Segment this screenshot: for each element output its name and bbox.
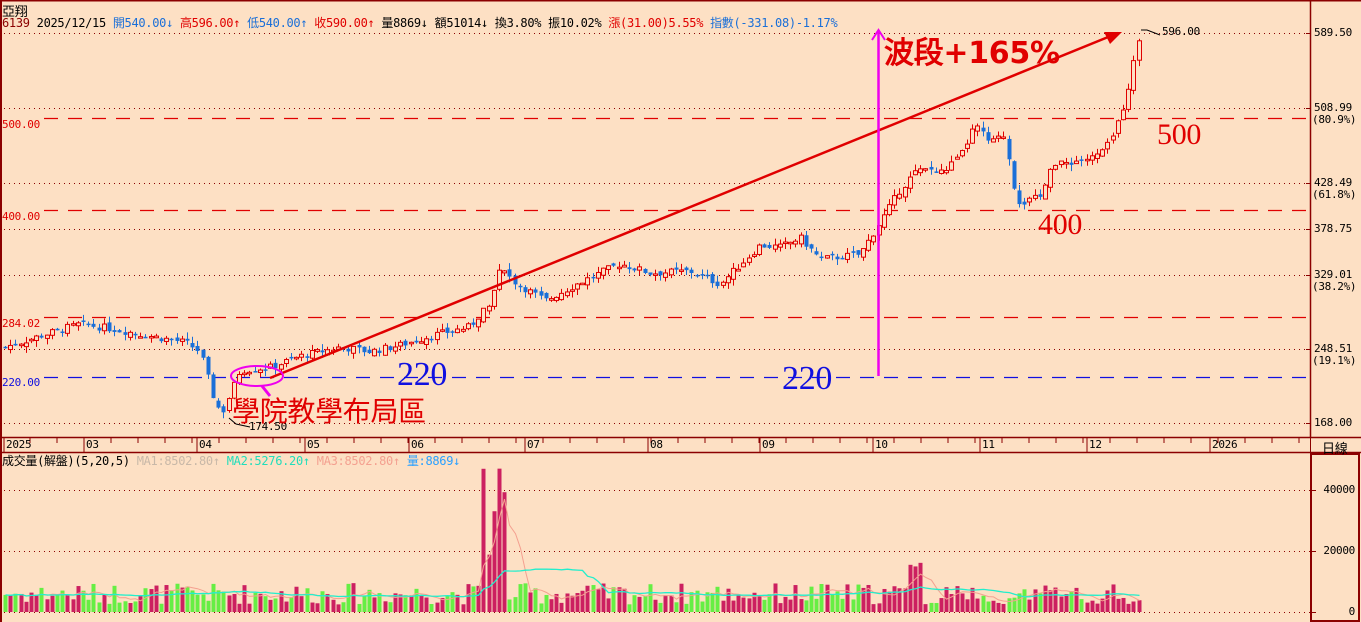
time-tick-label: 07	[527, 438, 540, 451]
volume-value: 量8869↓	[381, 16, 428, 30]
grid-lines	[4, 33, 1311, 424]
turnover-value: 換3.80%	[494, 16, 542, 30]
accumulation-label: 學院教學布局區	[232, 395, 426, 428]
volume-ma3: MA3:8502.80↑	[316, 454, 400, 468]
price-tick-label: 168.00	[1314, 416, 1352, 429]
volume-ma-lines	[5, 498, 1140, 603]
volume-axis-frame	[1310, 453, 1360, 622]
volume-tick-label: 0	[1348, 605, 1356, 618]
high-marker-label: 596.00	[1162, 25, 1200, 38]
volume-title: 成交量(解盤)(5,20,5)	[2, 454, 130, 468]
price-tick-label: 508.99	[1314, 101, 1352, 114]
price-tick-label: 428.49	[1314, 176, 1352, 189]
time-tick-label: 09	[762, 438, 775, 451]
index-value: 指數(-331.08)-1.17%	[710, 16, 838, 30]
price-tick-pct: (19.1%)	[1312, 354, 1357, 367]
close-price: 收590.00↑	[314, 16, 375, 30]
time-tick-label: 04	[199, 438, 212, 451]
low-price: 低540.00↑	[247, 16, 308, 30]
price-tick-label: 248.51	[1314, 342, 1352, 355]
level-500-label: 500	[1157, 118, 1202, 151]
change-value: 漲(31.00)5.55%	[608, 16, 704, 30]
price-tick-pct: (38.2%)	[1312, 280, 1357, 293]
time-tick-label: 2025	[6, 438, 32, 451]
price-tick-label: 329.01	[1314, 268, 1352, 281]
trend-arrow-head-icon	[1104, 32, 1122, 44]
quote-date: 2025/12/15	[36, 16, 107, 30]
high-marker-leader	[1141, 29, 1161, 36]
volume-ma1: MA1:8502.80↑	[136, 454, 220, 468]
volume-bars	[3, 468, 1142, 612]
high-price: 高596.00↑	[179, 16, 241, 30]
price-tick-label: 589.50	[1314, 26, 1352, 39]
accumulation-pointer	[260, 385, 272, 397]
low-marker-leader	[228, 417, 251, 428]
price-tick-pct: (80.9%)	[1312, 113, 1357, 126]
volume-grid	[4, 490, 1316, 613]
price-tick-pct: (61.8%)	[1312, 188, 1357, 201]
time-tick-label: 05	[307, 438, 320, 451]
time-tick-label: 11	[982, 438, 995, 451]
wave-arrow-head-icon	[871, 28, 886, 41]
level-220-label-a: 220	[397, 356, 448, 393]
volume-tick-label: 40000	[1323, 483, 1355, 496]
level-220-label-b: 220	[782, 360, 833, 397]
open-price: 開540.00↓	[112, 16, 174, 30]
time-tick-label: 10	[875, 438, 888, 451]
trend-line	[269, 31, 1119, 380]
level-lines	[44, 117, 1310, 379]
time-tick-label: 03	[86, 438, 99, 451]
axis-ticks	[3, 438, 1300, 452]
volume-panel-header: 成交量(解盤)(5,20,5) MA1:8502.80↑ MA2:5276.20…	[2, 452, 460, 469]
stock-name: 亞翔	[2, 5, 28, 20]
volume-tick-label: 20000	[1323, 544, 1355, 557]
level-label-400: 400.00	[2, 210, 40, 223]
price-tick-label: 378.75	[1314, 222, 1352, 235]
time-tick-label: 12	[1089, 438, 1102, 451]
time-tick-label: 06	[411, 438, 424, 451]
amount-value: 額51014↓	[434, 16, 489, 30]
level-400-label: 400	[1038, 208, 1083, 241]
annotation-overlays	[228, 28, 1161, 428]
level-label-284: 284.02	[2, 317, 40, 330]
amplitude-value: 振10.02%	[548, 16, 602, 30]
volume-current: 量:8869↓	[406, 454, 461, 468]
wave-gain-label: 波段+165%	[884, 36, 1060, 71]
accumulation-ellipse	[230, 365, 284, 387]
quote-bar: 6139 2025/12/15 開540.00↓ 高596.00↑ 低540.0…	[2, 14, 838, 31]
level-label-500: 500.00	[2, 118, 40, 131]
stock-code: 6139	[2, 16, 30, 30]
volume-ma2: MA2:5276.20↑	[226, 454, 310, 468]
time-tick-label: 08	[650, 438, 663, 451]
period-label[interactable]: 日線	[1322, 442, 1348, 457]
level-label-220: 220.00	[2, 376, 40, 389]
time-tick-label: 2026	[1212, 438, 1238, 451]
low-marker-label: 174.50	[249, 420, 287, 433]
